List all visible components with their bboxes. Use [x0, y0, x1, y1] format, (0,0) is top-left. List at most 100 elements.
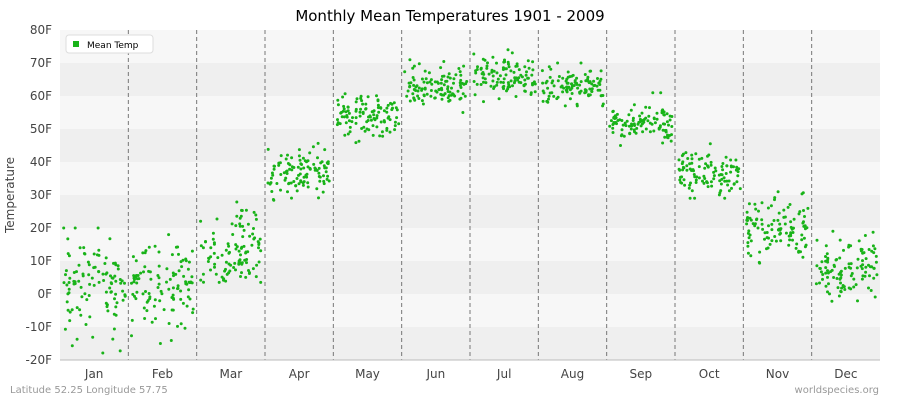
data-point [622, 134, 626, 138]
data-point [408, 85, 412, 89]
data-point [640, 122, 644, 126]
data-point [462, 64, 466, 68]
data-point [849, 262, 853, 266]
data-point [735, 180, 739, 184]
data-point [185, 304, 189, 308]
data-point [235, 214, 239, 218]
data-point [706, 185, 710, 189]
data-point [257, 246, 260, 250]
data-point [416, 94, 420, 98]
data-point [515, 64, 519, 68]
data-point [299, 162, 303, 166]
data-point [177, 252, 180, 256]
data-point [167, 322, 171, 325]
data-point [566, 70, 570, 74]
data-point [806, 206, 810, 210]
data-point [701, 179, 704, 183]
data-point [299, 180, 303, 184]
data-point [409, 81, 413, 85]
data-point [417, 86, 421, 90]
data-point [648, 106, 651, 110]
data-point [82, 252, 86, 255]
data-point [665, 135, 669, 139]
data-point [565, 81, 569, 85]
data-point [875, 273, 879, 277]
data-point [638, 120, 642, 124]
data-point [734, 158, 738, 162]
y-tick-label: 40F [30, 155, 52, 169]
data-point [286, 153, 289, 157]
data-point [152, 304, 156, 308]
data-point [620, 133, 624, 137]
data-point [176, 324, 179, 328]
data-point [873, 295, 877, 299]
data-point [824, 259, 828, 263]
data-point [824, 271, 828, 275]
data-point [87, 294, 91, 297]
data-point [250, 243, 254, 247]
data-point [463, 94, 467, 98]
data-point [169, 339, 173, 342]
data-point [350, 120, 354, 124]
data-point [420, 77, 424, 81]
data-point [459, 78, 463, 82]
data-point [187, 288, 191, 292]
data-point [105, 271, 109, 275]
data-point [862, 251, 866, 255]
data-point [670, 125, 674, 128]
data-point [216, 256, 220, 260]
data-point [458, 70, 462, 74]
data-point [101, 351, 105, 355]
data-point [342, 115, 346, 119]
data-point [826, 271, 830, 275]
data-point [788, 238, 792, 242]
y-axis-label: Temperature [3, 157, 17, 234]
data-point [317, 171, 321, 175]
data-point [641, 118, 645, 122]
data-point [800, 233, 804, 237]
data-point [491, 74, 495, 78]
y-tick-label: -20F [25, 353, 52, 367]
data-point [797, 212, 801, 216]
data-point [713, 166, 717, 170]
data-point [275, 182, 279, 185]
x-tick-label: Oct [699, 367, 720, 381]
data-point [839, 273, 843, 277]
data-point [498, 74, 502, 78]
data-point [588, 93, 592, 97]
data-point [683, 183, 687, 187]
data-point [688, 183, 692, 187]
data-point [257, 243, 261, 246]
data-point [132, 274, 136, 278]
data-point [73, 226, 77, 230]
data-point [465, 80, 469, 83]
data-point [154, 317, 157, 321]
data-point [67, 254, 71, 258]
data-point [444, 79, 448, 83]
data-point [96, 226, 100, 230]
data-point [433, 96, 437, 100]
data-point [315, 187, 319, 191]
data-point [343, 92, 347, 96]
data-point [354, 116, 358, 120]
data-point [108, 286, 112, 290]
data-point [523, 65, 527, 69]
data-point [429, 94, 433, 98]
data-point [579, 80, 583, 84]
data-point [357, 139, 361, 143]
data-point [387, 115, 391, 119]
data-point [321, 190, 325, 194]
data-point [651, 91, 655, 95]
data-point [184, 280, 188, 284]
data-point [171, 286, 175, 290]
data-point [745, 210, 749, 214]
data-point [290, 156, 294, 160]
data-point [548, 75, 552, 79]
data-point [422, 80, 426, 84]
data-point [301, 183, 305, 187]
data-point [214, 272, 218, 276]
data-point [177, 269, 181, 273]
data-point [778, 222, 782, 226]
data-point [190, 281, 194, 285]
data-point [295, 189, 299, 193]
